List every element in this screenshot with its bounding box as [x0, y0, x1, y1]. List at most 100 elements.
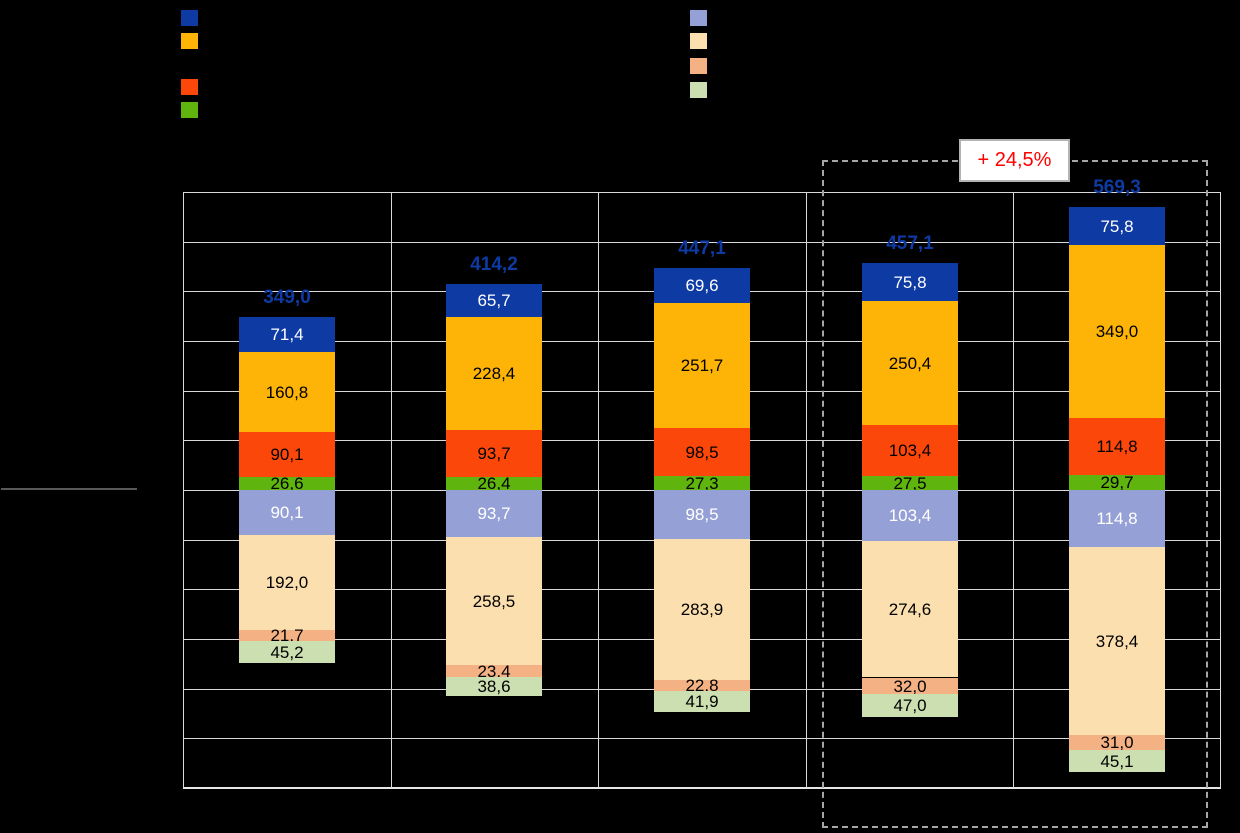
bar-total-label: 447,1 [678, 238, 726, 259]
bar-segment-value: 27,5 [893, 473, 927, 493]
bar-segment-value: 45,1 [1100, 751, 1134, 771]
bar-segment-light-green: 47,0 [862, 694, 958, 717]
bar-segment-value: 21,7 [270, 626, 304, 645]
vertical-gridline [1220, 192, 1221, 788]
bar-segment-value: 283,9 [680, 600, 724, 619]
horizontal-gridline [183, 192, 1221, 193]
bar-total-label: 569,3 [1093, 177, 1141, 198]
bar-segment-periwinkle: 90,1 [239, 490, 335, 535]
bar-segment-value: 192,0 [265, 573, 309, 592]
bar-segment-value: 258,5 [472, 591, 516, 611]
bar-segment-amber: 160,8 [239, 352, 335, 432]
bar-segment-tan: 378,4 [1069, 547, 1165, 735]
bar-segment-tan: 274,6 [862, 541, 958, 677]
bar-segment-orange-red: 114,8 [1069, 418, 1165, 475]
vertical-gridline [183, 192, 184, 788]
legend-swatch-periwinkle [690, 10, 707, 26]
bar-segment-value: 98,5 [685, 443, 719, 462]
legend-swatch-orange-red [181, 79, 198, 95]
bar-segment-value: 378,4 [1095, 631, 1139, 651]
bar-segment-value: 103,4 [888, 506, 932, 525]
bar-segment-green: 26,4 [446, 474, 542, 493]
bar-segment-value: 23,4 [477, 661, 511, 681]
bar-segment-tan: 192,0 [239, 535, 335, 630]
bar-segment-value: 90,1 [270, 503, 304, 522]
bar-segment-value: 98,5 [685, 505, 719, 524]
legend-swatch-green [181, 102, 198, 118]
bar-segment-value: 27,3 [685, 473, 719, 493]
bar-segment-light-green: 45,1 [1069, 750, 1165, 772]
bar-segment-dark-blue: 69,6 [654, 268, 750, 303]
bar-segment-value: 29,7 [1100, 473, 1134, 492]
bar-segment-value: 228,4 [472, 364, 516, 383]
bar-segment-value: 251,7 [680, 356, 724, 375]
bar-total-label: 457,1 [886, 233, 934, 254]
bar-segment-value: 22,8 [685, 676, 719, 695]
bar-segment-value: 90,1 [270, 445, 304, 464]
bar-segment-value: 160,8 [265, 382, 309, 402]
axis-label-divider-line [1, 488, 137, 490]
vertical-gridline [598, 192, 599, 788]
vertical-gridline [1013, 192, 1014, 788]
bar-segment-value: 93,7 [477, 504, 511, 523]
bar-segment-dark-blue: 71,4 [239, 317, 335, 352]
highlight-dashed-box [822, 160, 1208, 828]
bar-segment-value: 75,8 [893, 272, 927, 292]
bar-segment-orange-red: 93,7 [446, 430, 542, 477]
horizontal-gridline [183, 738, 1221, 739]
vertical-gridline [391, 192, 392, 788]
bar-segment-amber: 228,4 [446, 317, 542, 430]
bar-segment-periwinkle: 98,5 [654, 490, 750, 539]
bar-segment-dark-blue: 75,8 [862, 263, 958, 301]
bar-segment-dark-blue: 65,7 [446, 284, 542, 317]
bar-total-label: 349,0 [263, 287, 311, 308]
bar-total-label: 414,2 [470, 254, 518, 275]
bar-segment-value: 32,0 [893, 676, 927, 696]
bar-segment-value: 103,4 [888, 441, 932, 460]
bar-segment-value: 114,8 [1096, 437, 1138, 456]
bar-segment-orange-red: 90,1 [239, 432, 335, 477]
bar-segment-value: 45,2 [270, 642, 304, 662]
bar-segment-salmon: 23,4 [446, 661, 542, 681]
bar-segment-value: 69,6 [685, 276, 719, 295]
bar-segment-light-green: 45,2 [239, 641, 335, 663]
legend-swatch-salmon [690, 58, 707, 74]
bar-segment-dark-blue: 75,8 [1069, 207, 1165, 245]
bar-segment-tan: 258,5 [446, 537, 542, 665]
x-axis-line [183, 787, 1221, 789]
legend-swatch-tan [690, 33, 707, 49]
bar-segment-value: 250,4 [888, 353, 932, 373]
bar-segment-periwinkle: 114,8 [1069, 490, 1165, 547]
bar-segment-orange-red: 103,4 [862, 425, 958, 476]
bar-segment-green: 29,7 [1069, 473, 1165, 492]
growth-annotation-label: + 24,5% [977, 149, 1052, 171]
bar-segment-light-green: 41,9 [654, 691, 750, 712]
bar-segment-periwinkle: 103,4 [862, 490, 958, 541]
bar-segment-value: 31,0 [1100, 733, 1134, 752]
bar-segment-value: 47,0 [893, 696, 927, 715]
horizontal-gridline [183, 242, 1221, 243]
bar-segment-value: 41,9 [685, 692, 719, 711]
legend-swatch-amber [181, 33, 198, 49]
plot-area: 71,4 160,8 90,1 26,6 90,1 192,0 21,7 45,2 65,7 22… [183, 192, 1221, 789]
bar-segment-value: 26,4 [477, 474, 511, 493]
bar-segment-amber: 349,0 [1069, 245, 1165, 418]
bar-segment-value: 114,8 [1096, 509, 1138, 528]
bar-segment-value: 93,7 [477, 444, 511, 463]
bar-segment-value: 274,6 [888, 599, 932, 619]
growth-annotation: + 24,5% [959, 139, 1070, 182]
bar-segment-periwinkle: 93,7 [446, 490, 542, 537]
vertical-gridline [806, 192, 807, 788]
bar-segment-orange-red: 98,5 [654, 428, 750, 477]
bar-segment-amber: 251,7 [654, 303, 750, 428]
bar-segment-value: 75,8 [1100, 216, 1134, 236]
bar-segment-salmon: 22,8 [654, 676, 750, 695]
bar-segment-salmon: 21,7 [239, 626, 335, 645]
bar-segment-value: 38,6 [477, 677, 511, 696]
bar-segment-green: 26,6 [239, 475, 335, 492]
bar-segment-value: 71,4 [270, 325, 304, 344]
bar-segment-salmon: 31,0 [1069, 733, 1165, 752]
bar-segment-green: 27,5 [862, 473, 958, 493]
legend-swatch-dark-blue [181, 10, 198, 26]
